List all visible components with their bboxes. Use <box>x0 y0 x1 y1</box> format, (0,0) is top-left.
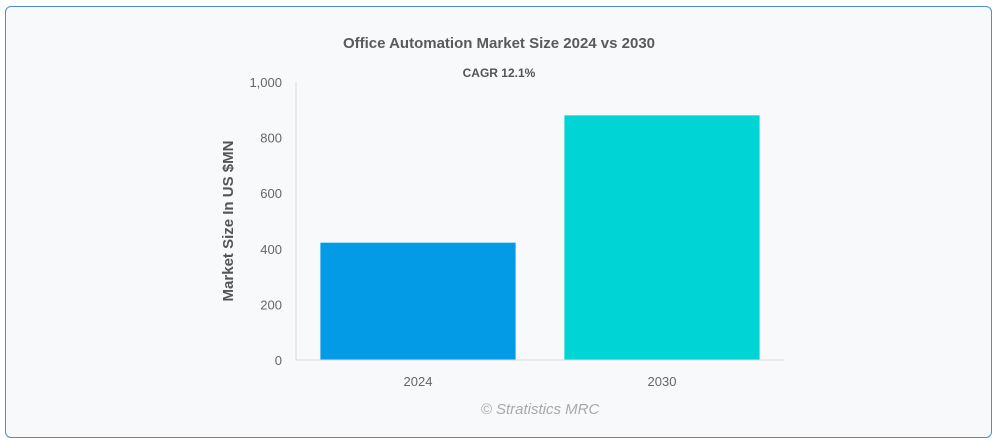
y-tick-label: 0 <box>275 353 282 368</box>
y-tick-label: 200 <box>260 297 282 312</box>
bars <box>320 115 760 360</box>
y-axis-label: Market Size In US $MN <box>220 141 237 302</box>
x-tick-label: 2024 <box>404 374 433 389</box>
chart-card <box>5 6 992 438</box>
y-tick-label: 400 <box>260 242 282 257</box>
source-credit: © Stratistics MRC <box>481 401 600 418</box>
bar-2030 <box>564 115 760 360</box>
x-axis-ticks: 2024 2030 <box>404 374 677 389</box>
x-tick-label: 2030 <box>648 374 677 389</box>
chart-title: Office Automation Market Size 2024 vs 20… <box>343 35 655 52</box>
y-tick-label: 600 <box>260 186 282 201</box>
y-tick-label: 1,000 <box>249 75 282 90</box>
bar-2024 <box>320 242 516 360</box>
y-axis-ticks: 0 200 400 600 800 1,000 <box>249 75 282 368</box>
chart-subtitle: CAGR 12.1% <box>463 66 536 80</box>
y-tick-label: 800 <box>260 131 282 146</box>
